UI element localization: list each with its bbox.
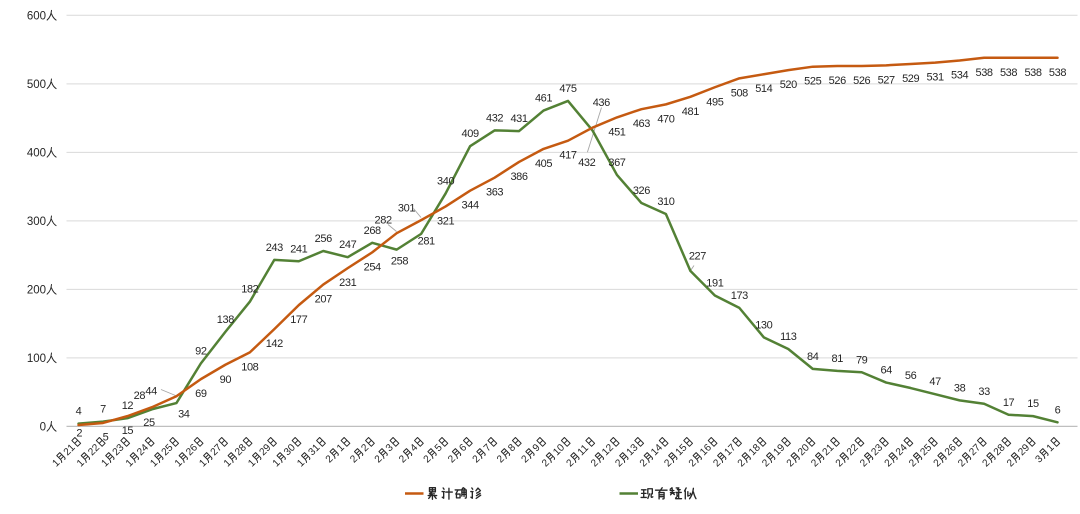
svg-text:268: 268 <box>364 225 381 237</box>
svg-text:7: 7 <box>100 404 106 416</box>
svg-text:321: 321 <box>437 215 454 227</box>
svg-text:34: 34 <box>178 409 190 421</box>
svg-text:17: 17 <box>1003 397 1015 409</box>
svg-text:15: 15 <box>1027 398 1039 410</box>
svg-text:254: 254 <box>364 261 381 273</box>
svg-text:310: 310 <box>657 196 674 208</box>
svg-text:475: 475 <box>559 83 576 95</box>
svg-text:538: 538 <box>1049 67 1066 79</box>
svg-text:25: 25 <box>143 417 155 429</box>
svg-text:534: 534 <box>951 70 968 82</box>
svg-text:451: 451 <box>608 126 625 138</box>
svg-text:363: 363 <box>486 187 503 199</box>
svg-text:432: 432 <box>486 112 503 124</box>
svg-text:461: 461 <box>535 93 552 105</box>
svg-text:84: 84 <box>807 351 819 363</box>
svg-text:463: 463 <box>633 118 650 130</box>
svg-text:4: 4 <box>76 406 82 418</box>
svg-text:6: 6 <box>1055 404 1061 416</box>
svg-text:538: 538 <box>1024 67 1041 79</box>
svg-text:300: 300 <box>27 216 46 228</box>
svg-text:44: 44 <box>145 386 157 398</box>
svg-text:100: 100 <box>27 353 46 365</box>
svg-text:301: 301 <box>398 202 415 214</box>
svg-text:2: 2 <box>76 428 82 440</box>
svg-text:514: 514 <box>755 83 772 95</box>
svg-text:527: 527 <box>878 74 895 86</box>
svg-text:538: 538 <box>1000 67 1017 79</box>
svg-text:138: 138 <box>217 314 234 326</box>
svg-text:33: 33 <box>978 386 990 398</box>
svg-text:56: 56 <box>905 370 917 382</box>
svg-text:508: 508 <box>731 87 748 99</box>
svg-text:92: 92 <box>195 345 207 357</box>
svg-text:79: 79 <box>856 354 868 366</box>
svg-text:417: 417 <box>559 150 576 162</box>
svg-text:5: 5 <box>103 432 109 444</box>
svg-text:47: 47 <box>929 376 941 388</box>
svg-text:367: 367 <box>608 157 625 169</box>
svg-text:200: 200 <box>27 285 46 297</box>
svg-text:526: 526 <box>853 75 870 87</box>
svg-text:108: 108 <box>241 361 258 373</box>
svg-text:538: 538 <box>976 67 993 79</box>
svg-text:130: 130 <box>755 319 772 331</box>
svg-text:12: 12 <box>122 400 134 412</box>
svg-text:258: 258 <box>391 256 408 268</box>
svg-text:207: 207 <box>315 294 332 306</box>
svg-text:525: 525 <box>804 76 821 88</box>
svg-text:173: 173 <box>731 290 748 302</box>
svg-text:495: 495 <box>706 96 723 108</box>
svg-text:526: 526 <box>829 75 846 87</box>
svg-text:520: 520 <box>780 79 797 91</box>
svg-text:436: 436 <box>593 97 610 109</box>
svg-text:90: 90 <box>220 374 232 386</box>
svg-text:500: 500 <box>27 79 46 91</box>
svg-text:481: 481 <box>682 106 699 118</box>
svg-text:243: 243 <box>266 242 283 254</box>
svg-text:326: 326 <box>633 185 650 197</box>
svg-text:344: 344 <box>462 200 479 212</box>
svg-text:432: 432 <box>578 157 595 169</box>
svg-text:409: 409 <box>462 128 479 140</box>
svg-text:177: 177 <box>290 314 307 326</box>
svg-text:231: 231 <box>339 277 356 289</box>
svg-text:405: 405 <box>535 158 552 170</box>
svg-text:531: 531 <box>927 72 944 84</box>
svg-text:600: 600 <box>27 11 46 23</box>
svg-text:113: 113 <box>780 331 797 343</box>
svg-text:529: 529 <box>902 73 919 85</box>
svg-text:15: 15 <box>122 425 134 437</box>
svg-text:247: 247 <box>339 239 356 251</box>
svg-text:386: 386 <box>510 171 527 183</box>
svg-text:28: 28 <box>134 390 146 402</box>
svg-text:69: 69 <box>195 388 207 400</box>
svg-text:400: 400 <box>27 148 46 160</box>
svg-text:38: 38 <box>954 382 966 394</box>
svg-text:281: 281 <box>418 235 435 247</box>
svg-text:470: 470 <box>657 113 674 125</box>
svg-text:142: 142 <box>266 338 283 350</box>
svg-text:0: 0 <box>40 422 46 434</box>
svg-text:227: 227 <box>689 250 706 262</box>
svg-text:241: 241 <box>290 243 307 255</box>
svg-text:282: 282 <box>375 215 392 227</box>
svg-text:256: 256 <box>315 233 332 245</box>
svg-text:340: 340 <box>437 175 454 187</box>
svg-text:431: 431 <box>510 113 527 125</box>
svg-text:64: 64 <box>880 365 892 377</box>
svg-text:182: 182 <box>241 284 258 296</box>
svg-text:81: 81 <box>832 353 844 365</box>
svg-text:191: 191 <box>706 278 723 290</box>
